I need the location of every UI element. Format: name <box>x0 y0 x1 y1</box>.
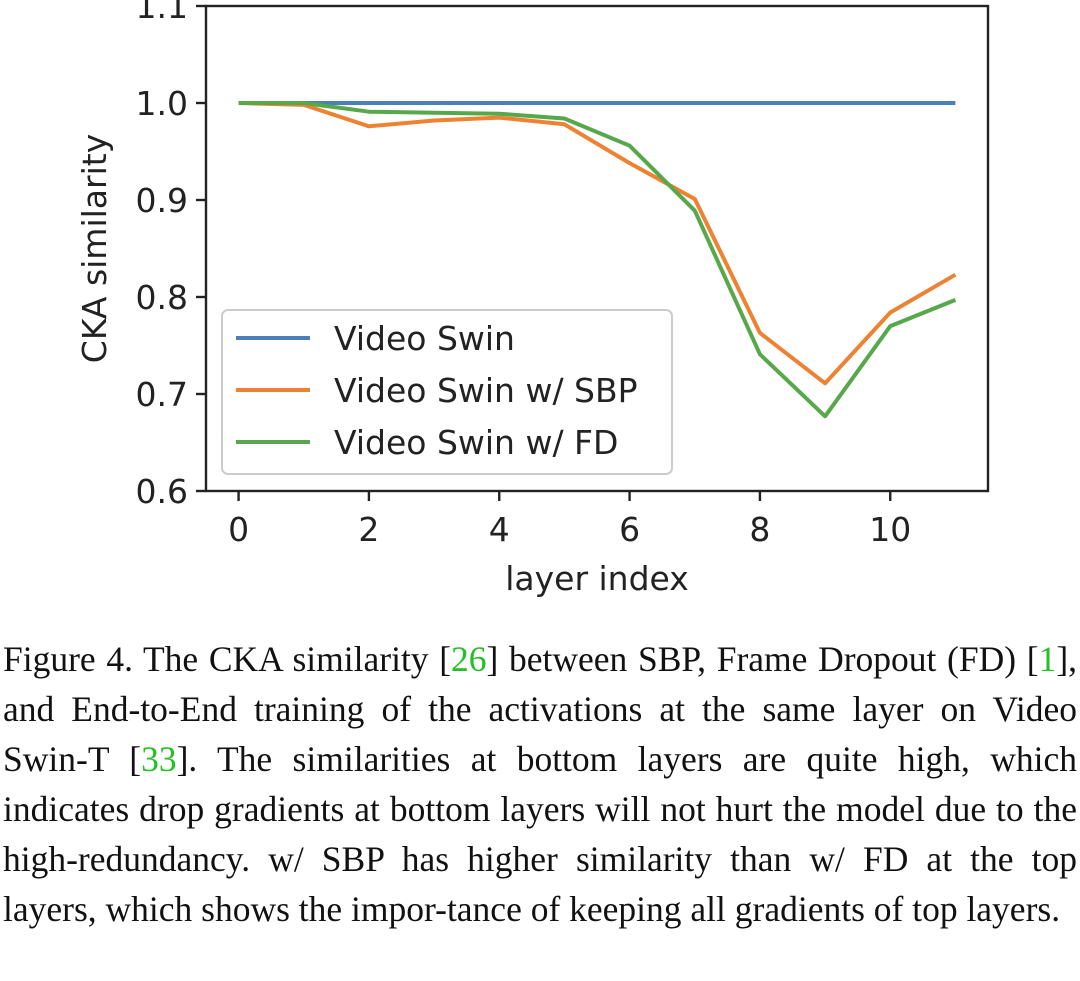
x-tick-label: 8 <box>749 510 770 549</box>
legend-label-3: Video Swin w/ FD <box>334 423 618 462</box>
citation-26[interactable]: 26 <box>451 639 487 679</box>
y-tick-label: 0.7 <box>136 375 188 414</box>
legend-label-2: Video Swin w/ SBP <box>334 371 638 410</box>
x-tick-label: 6 <box>619 510 640 549</box>
figure-caption: Figure 4. The CKA similarity [26] betwee… <box>3 634 1077 934</box>
citation-1[interactable]: 1 <box>1038 639 1057 679</box>
x-tick-label: 2 <box>358 510 379 549</box>
x-tick-label: 4 <box>489 510 510 549</box>
y-tick-label: 1.0 <box>136 84 188 123</box>
series-line-3 <box>238 101 957 419</box>
legend-box <box>221 309 673 475</box>
y-tick-label: 1.1 <box>136 0 188 26</box>
y-tick-label: 0.8 <box>136 278 188 317</box>
series-line-2 <box>238 101 957 386</box>
caption-text-4: ]. The similarities at bottom layers are… <box>3 739 1077 929</box>
legend-label-1: Video Swin <box>334 319 515 358</box>
plot-frame <box>204 4 990 493</box>
cka-similarity-chart: 0.6 0.7 0.8 0.9 1.0 1.1 0 2 4 6 8 10 layer index CKA … <box>75 0 990 598</box>
x-tick-label: 0 <box>228 510 249 549</box>
x-tick-label: 10 <box>869 510 911 549</box>
citation-33[interactable]: 33 <box>141 739 177 779</box>
caption-text-1: Figure 4. The CKA similarity [ <box>3 639 452 679</box>
figure: 0.6 0.7 0.8 0.9 1.0 1.1 0 2 4 6 8 10 layer index CKA … <box>75 0 990 598</box>
x-axis-label: layer index <box>505 559 689 598</box>
y-tick-label: 0.6 <box>136 472 188 511</box>
caption-text-2: ] between SBP, Frame Dropout (FD) [ <box>486 639 1039 679</box>
caption-text-3: ], and End-to-End training of the activa… <box>3 639 1078 779</box>
y-axis-label: CKA similarity <box>75 134 114 363</box>
y-tick-label: 0.9 <box>136 181 188 220</box>
